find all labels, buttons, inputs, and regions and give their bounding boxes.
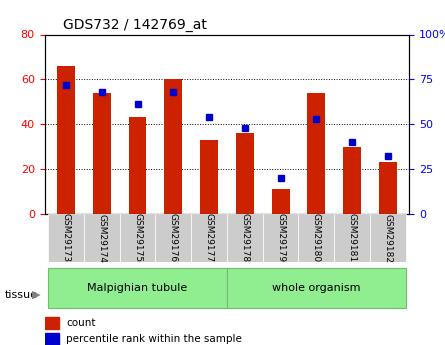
Text: GDS732 / 142769_at: GDS732 / 142769_at — [63, 18, 206, 32]
FancyBboxPatch shape — [48, 214, 84, 262]
FancyBboxPatch shape — [334, 214, 370, 262]
Text: tissue: tissue — [4, 290, 37, 300]
Text: GSM29175: GSM29175 — [133, 214, 142, 263]
FancyBboxPatch shape — [227, 268, 406, 308]
FancyBboxPatch shape — [227, 214, 263, 262]
Text: Malpighian tubule: Malpighian tubule — [87, 283, 188, 293]
Bar — [236, 133, 254, 214]
Text: count: count — [66, 318, 96, 328]
Text: GSM29178: GSM29178 — [240, 214, 249, 263]
Text: ▶: ▶ — [32, 290, 40, 300]
Text: GSM29174: GSM29174 — [97, 214, 106, 263]
Bar — [271, 189, 290, 214]
Bar — [44, 317, 59, 329]
Bar — [379, 162, 397, 214]
Text: GSM29181: GSM29181 — [348, 214, 356, 263]
Bar — [57, 66, 75, 214]
Bar — [307, 93, 325, 214]
Text: GSM29173: GSM29173 — [61, 214, 70, 263]
FancyBboxPatch shape — [191, 214, 227, 262]
FancyBboxPatch shape — [120, 214, 155, 262]
Text: whole organism: whole organism — [272, 283, 360, 293]
Bar — [129, 117, 146, 214]
FancyBboxPatch shape — [370, 214, 406, 262]
FancyBboxPatch shape — [299, 214, 334, 262]
FancyBboxPatch shape — [84, 214, 120, 262]
Bar — [164, 79, 182, 214]
Text: percentile rank within the sample: percentile rank within the sample — [66, 334, 242, 344]
Bar — [44, 333, 59, 345]
FancyBboxPatch shape — [263, 214, 299, 262]
Text: GSM29182: GSM29182 — [384, 214, 392, 263]
Bar — [93, 93, 111, 214]
FancyBboxPatch shape — [155, 214, 191, 262]
Text: GSM29177: GSM29177 — [205, 214, 214, 263]
Bar — [343, 147, 361, 214]
Text: GSM29180: GSM29180 — [312, 214, 321, 263]
FancyBboxPatch shape — [48, 268, 227, 308]
Text: GSM29179: GSM29179 — [276, 214, 285, 263]
Bar — [200, 140, 218, 214]
Text: GSM29176: GSM29176 — [169, 214, 178, 263]
